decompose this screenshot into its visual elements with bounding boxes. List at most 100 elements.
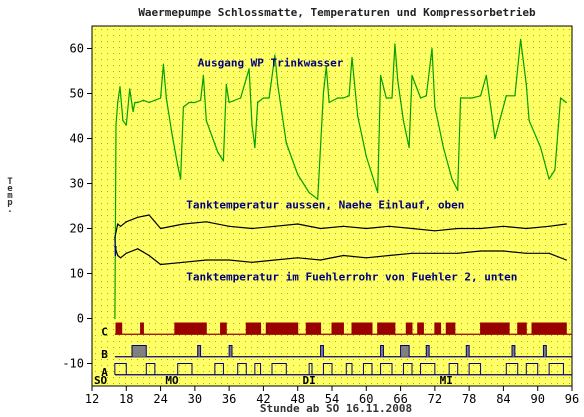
texture-dot <box>245 359 246 360</box>
texture-dot <box>281 197 282 198</box>
texture-dot <box>455 131 456 132</box>
texture-dot <box>311 131 312 132</box>
texture-dot <box>101 341 102 342</box>
texture-dot <box>515 299 516 300</box>
texture-dot <box>383 269 384 270</box>
texture-dot <box>155 95 156 96</box>
texture-dot <box>449 167 450 168</box>
texture-dot <box>509 353 510 354</box>
texture-dot <box>497 203 498 204</box>
texture-dot <box>341 305 342 306</box>
texture-dot <box>455 383 456 384</box>
texture-dot <box>443 269 444 270</box>
texture-dot <box>167 179 168 180</box>
texture-dot <box>407 113 408 114</box>
texture-dot <box>149 77 150 78</box>
texture-dot <box>569 323 570 324</box>
texture-dot <box>485 221 486 222</box>
texture-dot <box>257 59 258 60</box>
texture-dot <box>389 161 390 162</box>
texture-dot <box>185 35 186 36</box>
texture-dot <box>167 317 168 318</box>
texture-dot <box>275 275 276 276</box>
texture-dot <box>353 233 354 234</box>
texture-dot <box>125 359 126 360</box>
texture-dot <box>377 131 378 132</box>
texture-dot <box>419 35 420 36</box>
texture-dot <box>287 383 288 384</box>
texture-dot <box>119 197 120 198</box>
texture-dot <box>215 347 216 348</box>
texture-dot <box>455 335 456 336</box>
texture-dot <box>461 371 462 372</box>
texture-dot <box>353 215 354 216</box>
texture-dot <box>389 179 390 180</box>
texture-dot <box>299 299 300 300</box>
texture-dot <box>509 365 510 366</box>
texture-dot <box>449 383 450 384</box>
texture-dot <box>563 197 564 198</box>
texture-dot <box>437 47 438 48</box>
texture-dot <box>335 125 336 126</box>
texture-dot <box>551 287 552 288</box>
texture-dot <box>185 65 186 66</box>
texture-dot <box>335 77 336 78</box>
texture-dot <box>161 155 162 156</box>
texture-dot <box>227 125 228 126</box>
texture-dot <box>407 35 408 36</box>
texture-dot <box>347 371 348 372</box>
texture-dot <box>305 281 306 282</box>
texture-dot <box>377 299 378 300</box>
texture-dot <box>467 365 468 366</box>
texture-dot <box>431 311 432 312</box>
texture-dot <box>161 329 162 330</box>
texture-dot <box>497 335 498 336</box>
texture-dot <box>101 77 102 78</box>
texture-dot <box>533 359 534 360</box>
texture-dot <box>227 191 228 192</box>
texture-dot <box>143 143 144 144</box>
texture-dot <box>275 95 276 96</box>
texture-dot <box>491 35 492 36</box>
texture-dot <box>521 275 522 276</box>
texture-dot <box>317 167 318 168</box>
texture-dot <box>407 149 408 150</box>
texture-dot <box>521 347 522 348</box>
texture-dot <box>317 347 318 348</box>
texture-dot <box>437 233 438 234</box>
texture-dot <box>257 149 258 150</box>
texture-dot <box>389 173 390 174</box>
texture-dot <box>329 335 330 336</box>
texture-dot <box>545 383 546 384</box>
texture-dot <box>95 359 96 360</box>
texture-dot <box>347 353 348 354</box>
texture-dot <box>293 305 294 306</box>
texture-dot <box>467 179 468 180</box>
texture-dot <box>233 221 234 222</box>
texture-dot <box>467 173 468 174</box>
texture-dot <box>401 95 402 96</box>
texture-dot <box>311 221 312 222</box>
texture-dot <box>371 377 372 378</box>
texture-dot <box>335 359 336 360</box>
texture-dot <box>119 161 120 162</box>
texture-dot <box>173 257 174 258</box>
texture-dot <box>173 299 174 300</box>
texture-dot <box>239 359 240 360</box>
texture-dot <box>347 119 348 120</box>
series-point-1 <box>388 225 390 227</box>
texture-dot <box>233 185 234 186</box>
texture-dot <box>209 239 210 240</box>
texture-dot <box>389 131 390 132</box>
texture-dot <box>527 221 528 222</box>
texture-dot <box>95 245 96 246</box>
texture-dot <box>389 275 390 276</box>
texture-dot <box>131 83 132 84</box>
texture-dot <box>317 353 318 354</box>
texture-dot <box>197 131 198 132</box>
texture-dot <box>173 77 174 78</box>
texture-dot <box>395 383 396 384</box>
texture-dot <box>467 281 468 282</box>
texture-dot <box>305 77 306 78</box>
texture-dot <box>101 113 102 114</box>
